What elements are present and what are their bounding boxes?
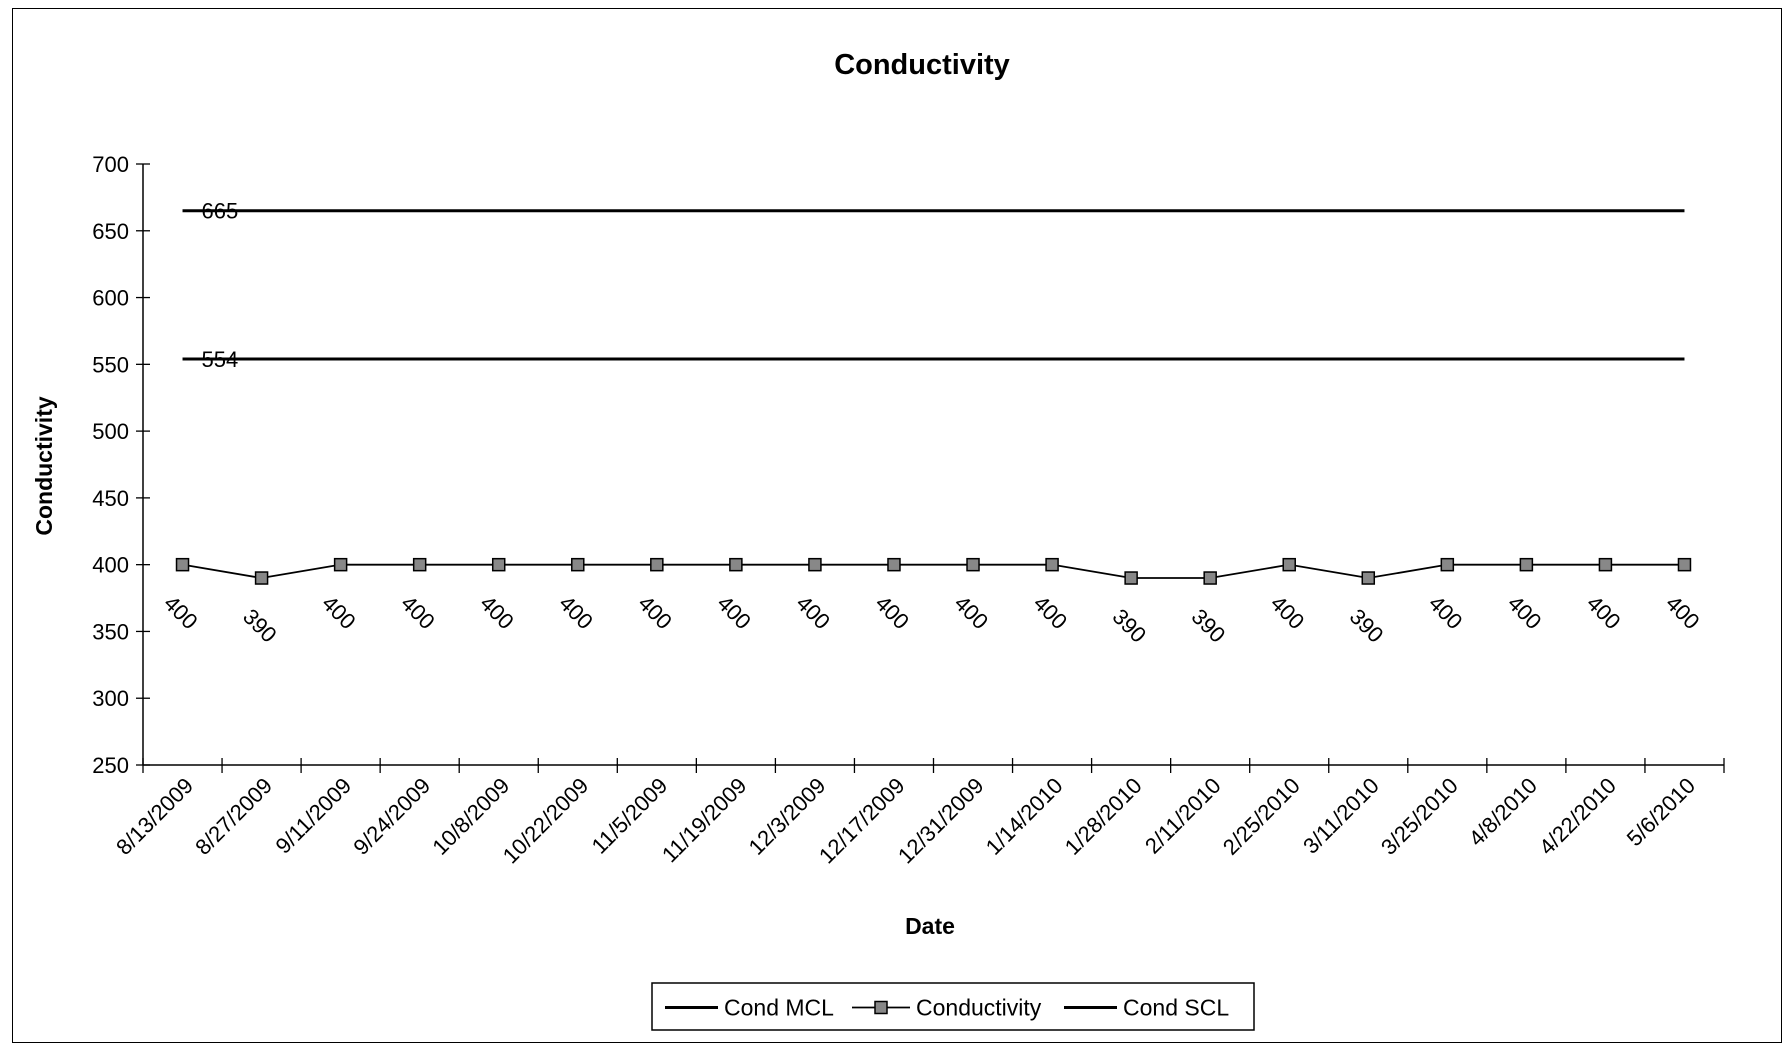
conductivity-data-label: 400 bbox=[712, 591, 756, 635]
y-tick-label: 450 bbox=[92, 486, 129, 511]
conductivity-data-label: 400 bbox=[1503, 591, 1547, 635]
conductivity-data-label: 400 bbox=[870, 591, 914, 635]
legend-label: Cond MCL bbox=[724, 995, 834, 1021]
x-axis-title: Date bbox=[905, 913, 955, 939]
y-tick-label: 700 bbox=[92, 152, 129, 177]
x-tick-label: 1/28/2010 bbox=[1060, 773, 1147, 860]
conductivity-point bbox=[1361, 571, 1376, 585]
x-tick-label: 3/11/2010 bbox=[1298, 773, 1384, 859]
x-tick-label: 9/11/2009 bbox=[270, 773, 356, 859]
conductivity-point bbox=[966, 557, 980, 572]
conductivity-data-label: 400 bbox=[1582, 591, 1626, 635]
conductivity-data-label: 400 bbox=[791, 591, 835, 635]
conductivity-point bbox=[1282, 557, 1296, 572]
conductivity-point bbox=[491, 557, 506, 572]
conductivity-point bbox=[887, 557, 901, 572]
x-tick-label: 2/11/2010 bbox=[1140, 773, 1226, 859]
conductivity-data-label: 400 bbox=[317, 591, 361, 635]
conductivity-data-label: 400 bbox=[1661, 591, 1705, 635]
x-tick-label: 2/25/2010 bbox=[1218, 773, 1305, 860]
conductivity-point bbox=[1440, 557, 1455, 572]
chart-title: Conductivity bbox=[834, 49, 1010, 81]
conductivity-data-label: 400 bbox=[633, 591, 677, 635]
conductivity-point bbox=[1519, 557, 1534, 572]
conductivity-point bbox=[808, 557, 822, 572]
conductivity-point bbox=[1598, 557, 1613, 572]
reference-lines: 665 554 bbox=[182, 199, 1685, 372]
y-tick-label: 250 bbox=[92, 753, 129, 778]
axes: 250 300 350 400 450 500 550 600 650 700 8/13/20098… bbox=[92, 152, 1725, 869]
y-tick-label: 350 bbox=[92, 619, 129, 644]
x-tick-label: 8/27/2009 bbox=[190, 773, 277, 860]
y-tick-label: 400 bbox=[92, 553, 129, 578]
conductivity-data-label: 390 bbox=[1108, 604, 1152, 648]
cond-mcl-value-label: 665 bbox=[202, 199, 239, 224]
chart-frame bbox=[12, 8, 1782, 1043]
x-tick-label: 11/19/2009 bbox=[657, 773, 751, 867]
y-tick-label: 500 bbox=[92, 419, 129, 444]
conductivity-point bbox=[412, 557, 427, 572]
conductivity-data-label: 390 bbox=[1187, 604, 1231, 648]
legend-box bbox=[651, 982, 1255, 1031]
conductivity-point bbox=[1203, 571, 1217, 585]
conductivity-data-label: 400 bbox=[1029, 591, 1073, 635]
x-tick-label: 12/31/2009 bbox=[893, 773, 989, 869]
x-tick-label: 4/8/2010 bbox=[1464, 773, 1542, 851]
x-tick-label: 1/14/2010 bbox=[981, 773, 1068, 860]
cond-scl-value-label: 554 bbox=[202, 347, 239, 372]
conductivity-data-label: 400 bbox=[396, 591, 440, 635]
conductivity-data-label: 400 bbox=[1266, 591, 1310, 635]
legend-label: Cond SCL bbox=[1123, 995, 1229, 1021]
conductivity-point bbox=[1677, 557, 1692, 572]
conductivity-point bbox=[650, 557, 664, 572]
conductivity-point bbox=[254, 571, 269, 585]
conductivity-point bbox=[333, 557, 348, 572]
x-tick-label: 4/22/2010 bbox=[1534, 773, 1621, 860]
legend-marker bbox=[874, 1000, 888, 1015]
y-tick-label: 650 bbox=[92, 219, 129, 244]
conductivity-line bbox=[182, 563, 1685, 579]
conductivity-point bbox=[571, 557, 585, 572]
y-tick-label: 600 bbox=[92, 286, 129, 311]
x-tick-label: 3/25/2010 bbox=[1376, 773, 1463, 860]
x-tick-label: 8/13/2009 bbox=[111, 773, 198, 860]
y-axis-title: Conductivity bbox=[31, 396, 57, 535]
conductivity-data-label: 390 bbox=[1345, 604, 1389, 648]
legend: Cond MCL Conductivity Cond SCL bbox=[651, 982, 1255, 1031]
x-tick-label: 9/24/2009 bbox=[348, 773, 435, 860]
conductivity-series: 400 390 400 400 400 400 400 400 400 400 400 400 390 3… bbox=[159, 557, 1705, 648]
conductivity-data-label: 390 bbox=[238, 604, 282, 648]
y-tick-label: 550 bbox=[92, 352, 129, 377]
conductivity-data-label: 400 bbox=[949, 591, 993, 635]
conductivity-point bbox=[1124, 571, 1138, 585]
conductivity-point bbox=[1045, 557, 1059, 572]
conductivity-data-label: 400 bbox=[475, 591, 519, 635]
legend-label: Conductivity bbox=[916, 995, 1042, 1021]
conductivity-data-label: 400 bbox=[1424, 591, 1468, 635]
x-tick-label: 5/6/2010 bbox=[1622, 773, 1700, 851]
y-tick-label: 300 bbox=[92, 686, 129, 711]
conductivity-data-label: 400 bbox=[159, 591, 203, 635]
x-tick-label: 10/22/2009 bbox=[498, 773, 594, 869]
conductivity-data-label: 400 bbox=[554, 591, 598, 635]
conductivity-point bbox=[729, 557, 743, 572]
conductivity-point bbox=[175, 557, 190, 572]
